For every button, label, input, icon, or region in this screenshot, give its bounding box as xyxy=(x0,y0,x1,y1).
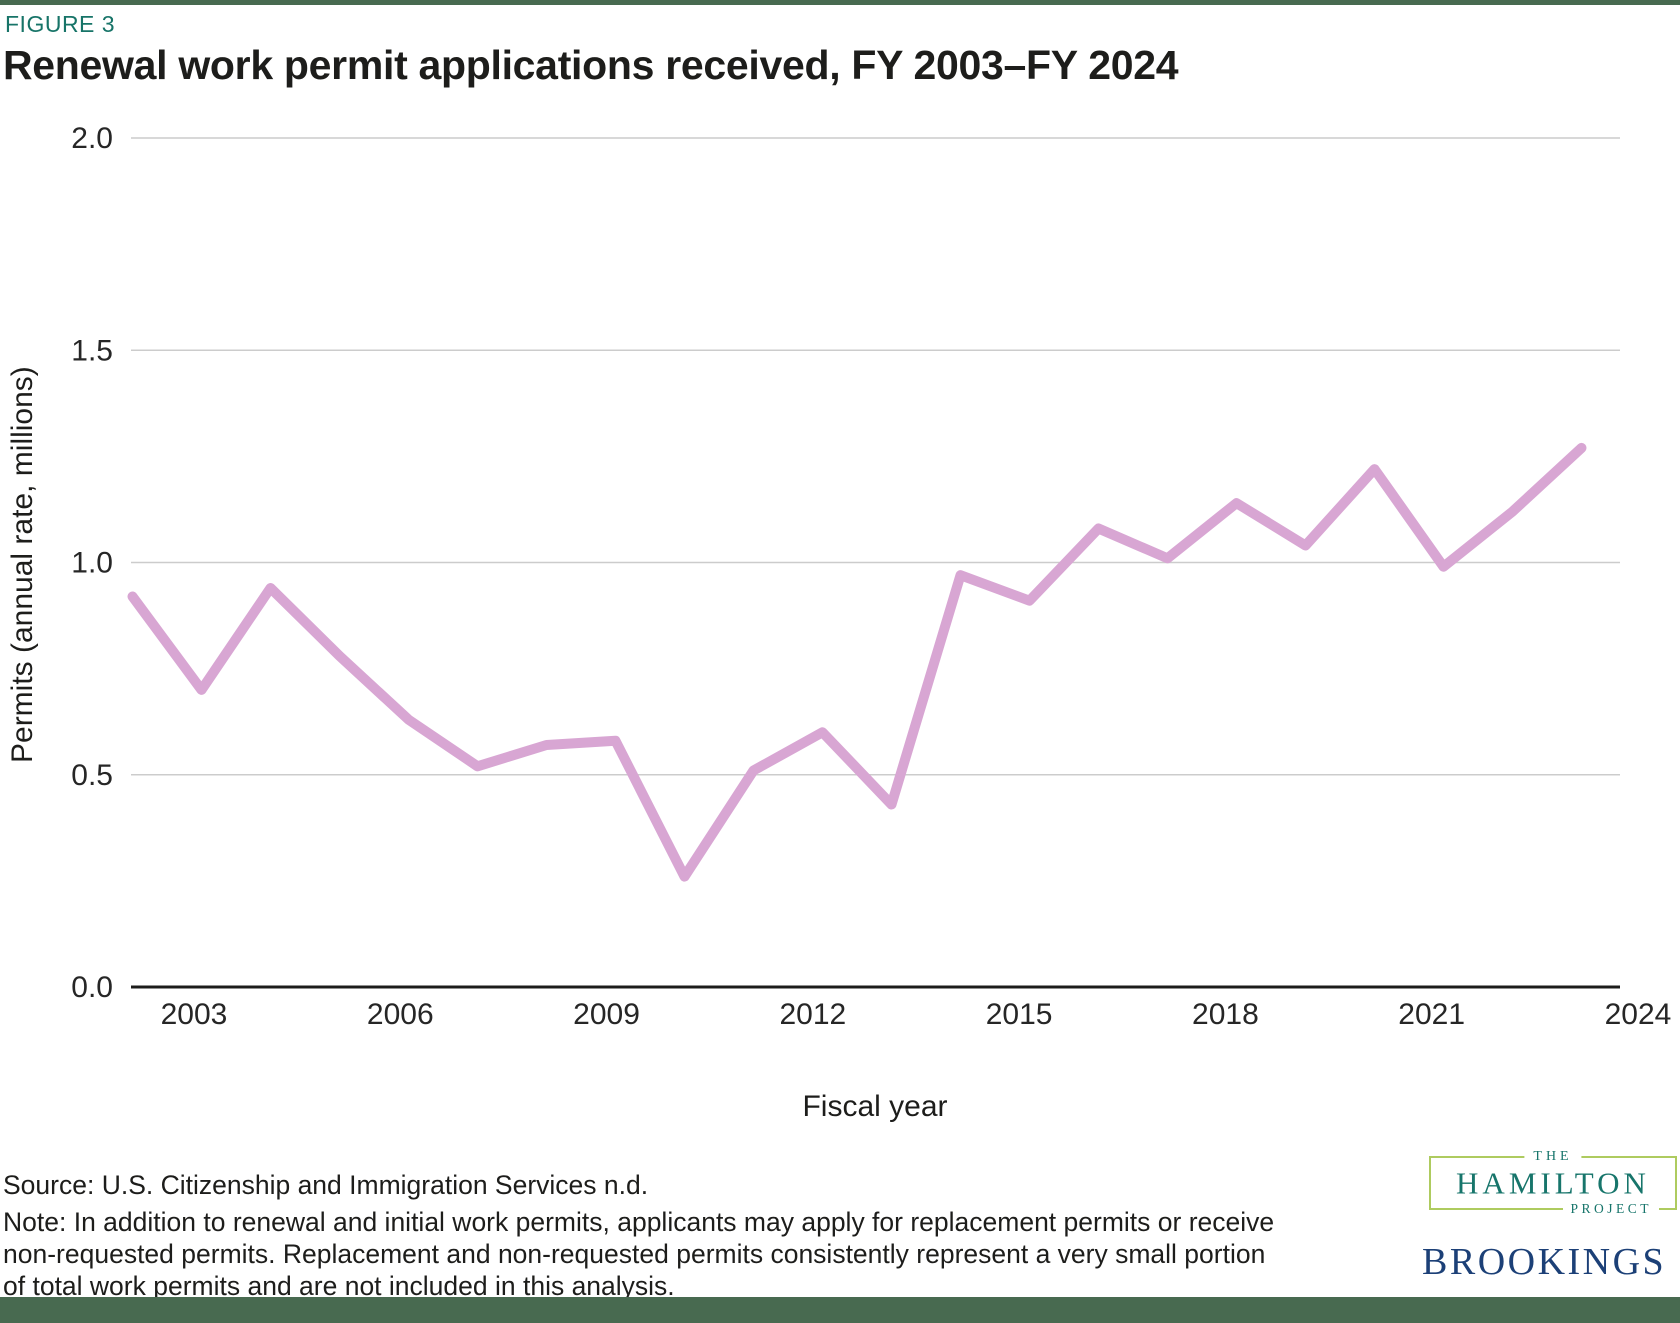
x-tick-label: 2012 xyxy=(779,998,846,1031)
hamilton-project-logo: THE HAMILTON PROJECT xyxy=(1429,1148,1677,1217)
bottom-accent-bar xyxy=(0,1297,1680,1323)
x-axis-title: Fiscal year xyxy=(802,1090,948,1123)
y-tick-label: 1.5 xyxy=(71,334,113,367)
y-tick-label: 2.0 xyxy=(71,122,113,155)
x-tick-label: 2018 xyxy=(1192,998,1259,1031)
brookings-logo: BROOKINGS xyxy=(1422,1241,1667,1283)
figure-label: FIGURE 3 xyxy=(5,11,116,37)
figure-note: Note: In addition to renewal and initial… xyxy=(3,1206,1274,1302)
hamilton-logo-project: PROJECT xyxy=(1563,1200,1659,1217)
permits-line-series xyxy=(127,442,1587,882)
y-tick-label: 0.0 xyxy=(71,971,113,1004)
x-tick-label: 2009 xyxy=(573,998,640,1031)
x-tick-label: 2006 xyxy=(367,998,434,1031)
y-tick-label: 1.0 xyxy=(71,547,113,580)
page-title: Renewal work permit applications receive… xyxy=(3,42,1179,88)
x-tick-label: 2021 xyxy=(1398,998,1465,1031)
y-tick-label: 0.5 xyxy=(71,759,113,792)
figure-note-line: Note: In addition to renewal and initial… xyxy=(3,1207,1275,1237)
x-tick-label: 2015 xyxy=(986,998,1053,1031)
figure-note-line: of total work permits and are not includ… xyxy=(3,1271,675,1301)
source-note: Source: U.S. Citizenship and Immigration… xyxy=(3,1170,649,1200)
top-accent-bar xyxy=(0,0,1680,5)
x-tick-label: 2003 xyxy=(161,998,228,1031)
x-tick-label: 2024 xyxy=(1605,998,1672,1031)
hamilton-logo-name: HAMILTON xyxy=(1456,1165,1650,1201)
hamilton-logo-the: THE xyxy=(1524,1148,1582,1166)
figure-note-line: non-requested permits. Replacement and n… xyxy=(3,1239,1266,1269)
